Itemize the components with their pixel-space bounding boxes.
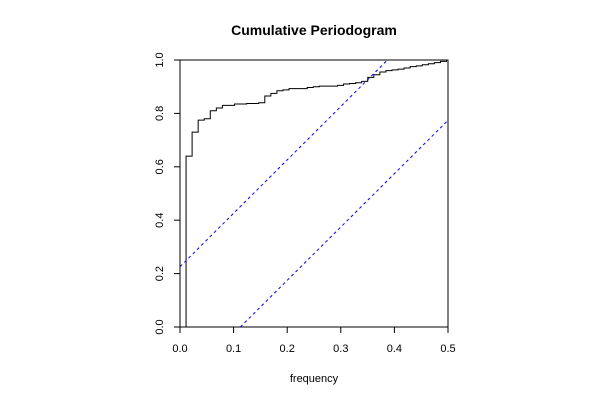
confidence-bound-line [179,59,388,268]
series-layer [179,59,449,328]
x-tick-label: 0.0 [172,343,187,355]
x-tick-label: 0.3 [333,343,348,355]
y-tick-label: 0.8 [154,106,166,121]
plot-frame [179,59,449,328]
y-tick-label: 0.4 [154,213,166,228]
x-tick-label: 0.5 [440,343,455,355]
y-tick-label: 1.0 [154,52,166,67]
x-tick-label: 0.4 [387,343,402,355]
x-tick-label: 0.2 [280,343,295,355]
y-tick-label: 0.6 [154,159,166,174]
y-tick-label: 0.0 [154,319,166,334]
x-axis-label: frequency [290,373,339,385]
periodogram-line [180,60,447,328]
y-tick-label: 0.2 [154,266,166,281]
confidence-bound-line [239,119,449,328]
x-axis: 0.0 0.1 0.2 0.3 0.4 0.5 [172,326,456,355]
x-tick-label: 0.1 [226,343,241,355]
chart-title: Cumulative Periodogram [231,22,397,38]
y-axis: 0.0 0.2 0.4 0.6 0.8 1.0 [154,52,181,335]
